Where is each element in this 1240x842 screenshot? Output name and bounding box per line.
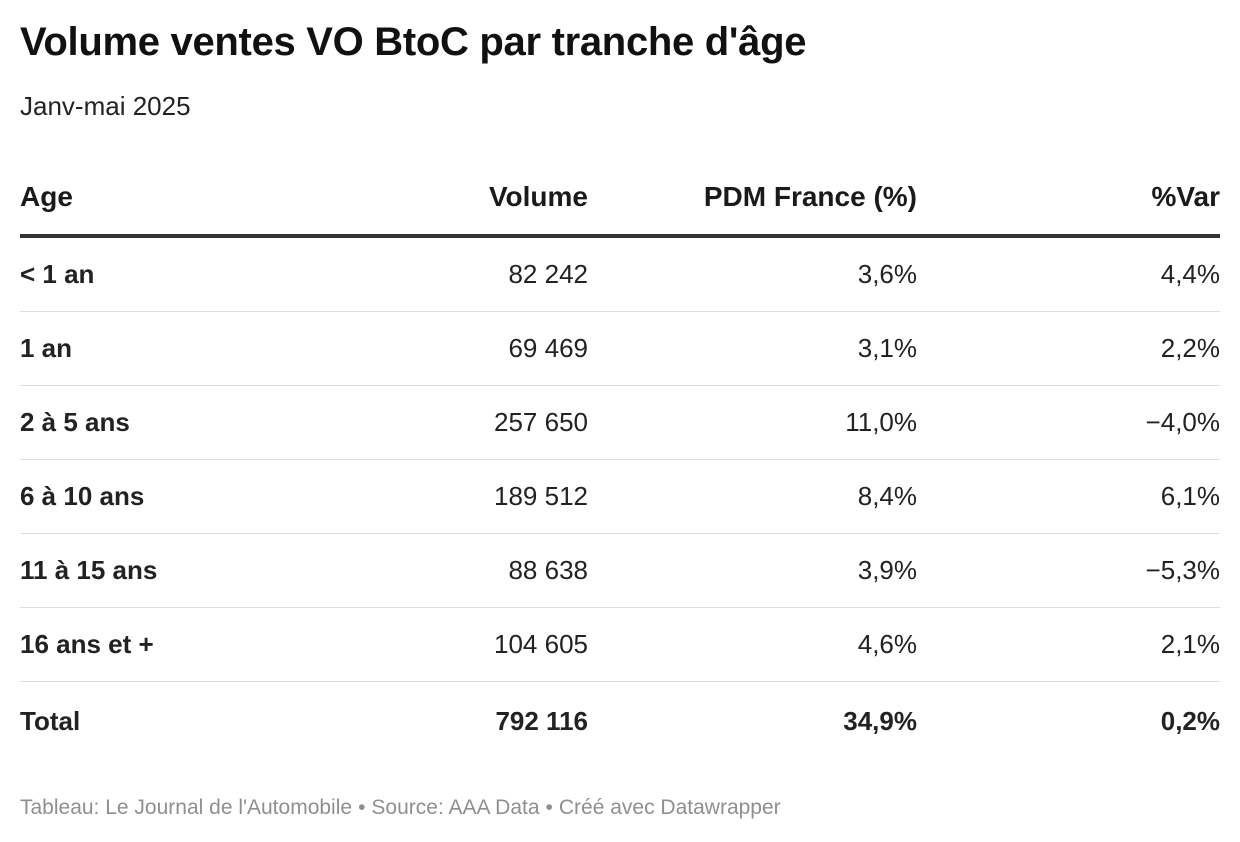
cell-var: 6,1% bbox=[917, 459, 1220, 534]
header-row: Age Volume PDM France (%) %Var bbox=[20, 160, 1220, 238]
cell-var: 4,4% bbox=[917, 236, 1220, 312]
cell-pdm: 4,6% bbox=[588, 607, 917, 682]
cell-var: 2,2% bbox=[917, 311, 1220, 386]
cell-var: −4,0% bbox=[917, 385, 1220, 460]
cell-volume: 104 605 bbox=[320, 607, 588, 682]
cell-var-total: 0,2% bbox=[1160, 705, 1220, 736]
chart-subtitle: Janv-mai 2025 bbox=[20, 91, 191, 121]
data-table: Age Volume PDM France (%) %Var < 1 an 82… bbox=[20, 160, 1220, 760]
cell-var: −5,3% bbox=[917, 533, 1220, 608]
cell-volume: 189 512 bbox=[320, 459, 588, 534]
cell-age: 16 ans et + bbox=[20, 607, 320, 682]
table-row: 11 à 15 ans 88 638 3,9% −5,3% bbox=[20, 533, 1220, 608]
cell-pdm: 3,9% bbox=[588, 533, 917, 608]
column-header-pdm[interactable]: PDM France (%) bbox=[588, 160, 917, 238]
footer-table-credit: Tableau: Le Journal de l'Automobile bbox=[20, 796, 353, 819]
column-header-var[interactable]: %Var bbox=[917, 160, 1220, 238]
cell-var: 2,1% bbox=[917, 607, 1220, 682]
table-header: Age Volume PDM France (%) %Var bbox=[20, 160, 1220, 238]
table-row: 1 an 69 469 3,1% 2,2% bbox=[20, 311, 1220, 386]
cell-volume: 69 469 bbox=[320, 311, 588, 386]
footer-source: Source: AAA Data bbox=[371, 796, 540, 819]
footer-separator: • bbox=[545, 796, 553, 819]
cell-pdm: 11,0% bbox=[588, 385, 917, 460]
table-row: 6 à 10 ans 189 512 8,4% 6,1% bbox=[20, 459, 1220, 534]
cell-pdm: 3,1% bbox=[588, 311, 917, 386]
cell-age: 2 à 5 ans bbox=[20, 385, 320, 460]
cell-age: < 1 an bbox=[20, 236, 320, 312]
column-header-volume[interactable]: Volume bbox=[320, 160, 588, 238]
cell-age: 6 à 10 ans bbox=[20, 459, 320, 534]
cell-pdm-total: 34,9% bbox=[843, 705, 917, 736]
table-row: 2 à 5 ans 257 650 11,0% −4,0% bbox=[20, 385, 1220, 460]
cell-volume: 257 650 bbox=[320, 385, 588, 460]
table-row: < 1 an 82 242 3,6% 4,4% bbox=[20, 236, 1220, 312]
table-body: < 1 an 82 242 3,6% 4,4% 1 an 69 469 3,1%… bbox=[20, 236, 1220, 760]
table-row: 16 ans et + 104 605 4,6% 2,1% bbox=[20, 607, 1220, 682]
column-header-age[interactable]: Age bbox=[20, 160, 320, 238]
cell-age: 11 à 15 ans bbox=[20, 533, 320, 608]
total-row: Total 792 116 34,9% 0,2% bbox=[20, 682, 1220, 761]
cell-volume-total: 792 116 bbox=[495, 705, 588, 736]
footer-separator: • bbox=[358, 796, 366, 819]
chart-title: Volume ventes VO BtoC par tranche d'âge bbox=[20, 20, 807, 64]
footer-created-with: Créé avec Datawrapper bbox=[558, 796, 781, 819]
cell-age: 1 an bbox=[20, 311, 320, 386]
cell-volume: 88 638 bbox=[320, 533, 588, 608]
cell-volume: 82 242 bbox=[320, 236, 588, 312]
cell-pdm: 8,4% bbox=[588, 459, 917, 534]
footer-notes: Tableau: Le Journal de l'Automobile • Sour… bbox=[20, 796, 781, 820]
cell-age-total: Total bbox=[20, 705, 81, 736]
cell-pdm: 3,6% bbox=[588, 236, 917, 312]
